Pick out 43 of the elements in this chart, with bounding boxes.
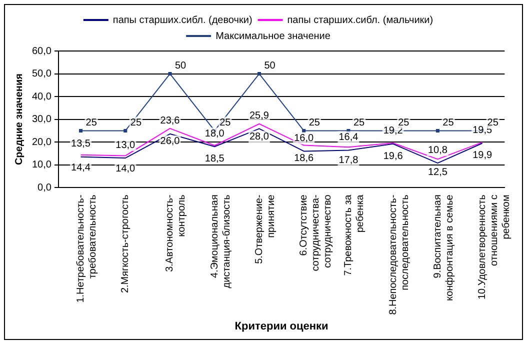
data-label: 13,0 xyxy=(116,140,136,151)
data-label: 25 xyxy=(398,117,410,128)
y-axis-title: Средние значения xyxy=(14,73,25,166)
data-label: 12,5 xyxy=(428,166,448,178)
data-label: 25 xyxy=(487,117,499,128)
data-label: 18,0 xyxy=(204,128,225,140)
data-label: 16,4 xyxy=(338,132,359,144)
legend-label: папы старших.сибл. (девочки) xyxy=(112,14,252,26)
data-label: 16,0 xyxy=(294,132,314,144)
data-label: 14,4 xyxy=(71,162,91,174)
legend-label: Максимальное значение xyxy=(216,30,331,42)
data-label: 19,6 xyxy=(383,150,404,162)
data-label: 25 xyxy=(220,117,232,128)
data-label: 26,0 xyxy=(160,136,180,148)
data-label: 25 xyxy=(86,117,98,128)
data-label: 25 xyxy=(442,117,454,128)
data-label: 50 xyxy=(264,60,276,72)
y-tick-label: 30,0 xyxy=(32,114,52,126)
data-label: 13,5 xyxy=(71,138,91,150)
x-tick-label: 1.Нетребовательность-требовательность xyxy=(76,194,99,303)
y-tick-label: 20,0 xyxy=(32,136,52,148)
data-label: 10,8 xyxy=(428,144,448,156)
data-label: 19,9 xyxy=(472,150,492,162)
y-tick-label: 0,0 xyxy=(38,182,52,194)
y-tick-label: 10,0 xyxy=(32,160,52,171)
data-label: 25 xyxy=(130,117,142,128)
data-label: 25,9 xyxy=(249,110,270,122)
y-tick-label: 40,0 xyxy=(32,91,52,102)
data-label: 14,0 xyxy=(116,164,136,175)
data-label: 17,8 xyxy=(338,154,359,166)
y-tick-label: 60,0 xyxy=(32,46,52,57)
data-label: 50 xyxy=(175,60,187,72)
data-label: 28,0 xyxy=(249,132,270,143)
legend-label: папы старших.сибл. (мальчики) xyxy=(287,14,434,26)
data-label: 25 xyxy=(308,117,320,128)
data-label: 18,5 xyxy=(204,153,225,164)
data-label: 23,6 xyxy=(160,116,180,127)
data-label: 18,6 xyxy=(294,153,314,164)
x-tick-label: 2.Мягкость-строгость xyxy=(120,194,132,294)
y-tick-label: 50,0 xyxy=(32,68,52,80)
x-axis-title: Критерии оценки xyxy=(234,320,328,332)
x-tick-label: 3.Автономность-контроль xyxy=(164,194,188,272)
data-label: 25 xyxy=(353,117,366,128)
